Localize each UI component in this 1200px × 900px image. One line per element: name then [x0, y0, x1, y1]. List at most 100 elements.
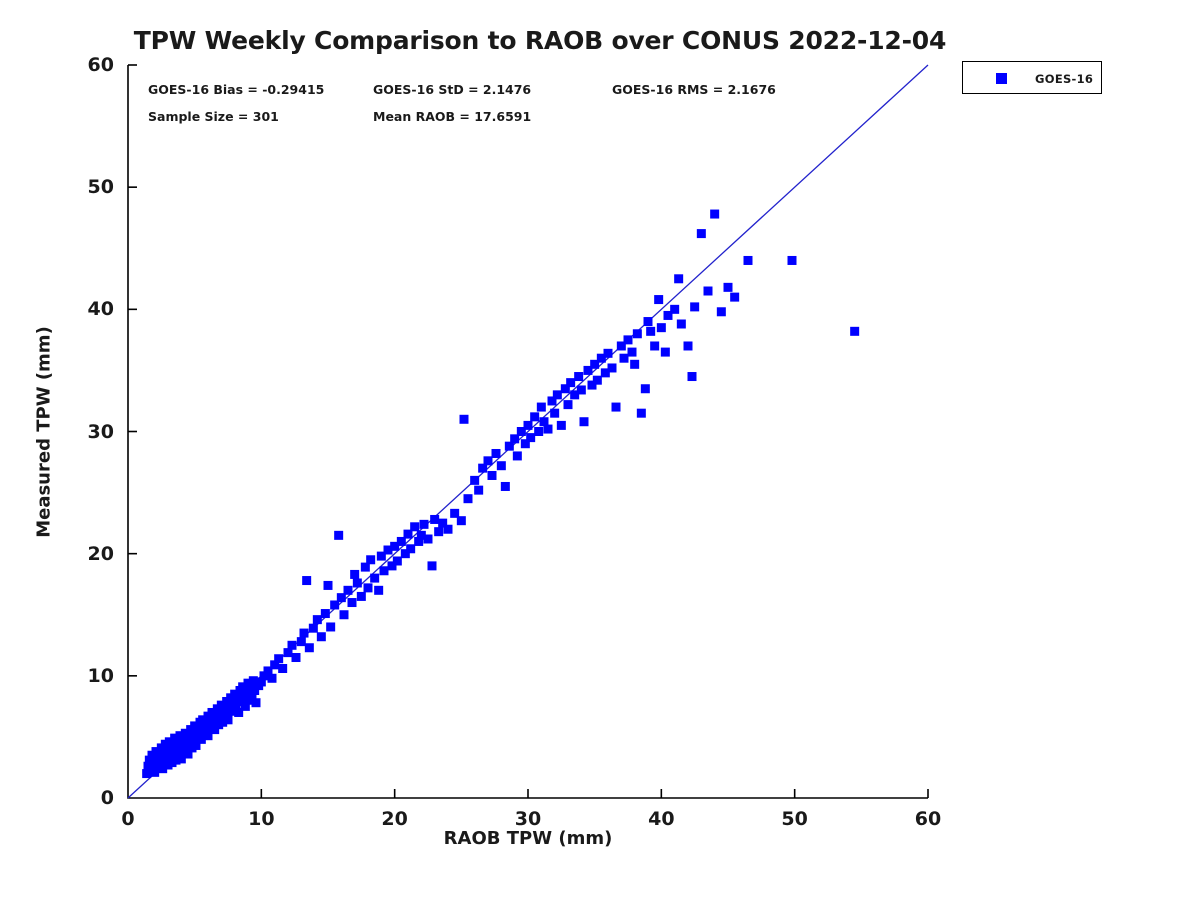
scatter-point: [239, 693, 249, 703]
scatter-point: [450, 508, 460, 518]
scatter-point: [175, 731, 185, 741]
x-axis-title: RAOB TPW (mm): [443, 828, 613, 849]
scatter-point: [636, 408, 646, 418]
stat-sample_size: Sample Size = 301: [148, 109, 279, 124]
x-tick-label-60: 60: [914, 808, 942, 830]
scatter-point: [438, 518, 448, 528]
stat-bias: GOES-16 Bias = -0.29415: [148, 82, 325, 97]
scatter-point: [156, 756, 166, 766]
scatter-point: [278, 664, 288, 674]
scatter-point: [198, 715, 208, 725]
scatter-point: [616, 341, 626, 351]
scatter-point: [216, 700, 226, 710]
scatter-point: [267, 673, 277, 683]
scatter-point: [360, 562, 370, 572]
scatter-point: [723, 282, 733, 292]
scatter-point: [396, 536, 406, 546]
scatter-point: [210, 725, 220, 735]
scatter-point: [710, 209, 720, 219]
x-tick-label-30: 30: [514, 808, 542, 830]
scatter-point: [504, 441, 514, 451]
scatter-point: [632, 329, 642, 339]
scatter-point: [392, 556, 402, 566]
legend-label-goes-16: GOES-16: [1035, 72, 1094, 86]
scatter-point: [552, 390, 562, 400]
scatter-point: [387, 561, 397, 571]
scatter-point: [474, 485, 484, 495]
scatter-point: [566, 378, 576, 388]
scatter-point: [478, 463, 488, 473]
chart-title: TPW Weekly Comparison to RAOB over CONUS…: [133, 26, 947, 55]
scatter-point: [703, 286, 713, 296]
scatter-point: [716, 307, 726, 317]
scatter-point: [234, 707, 244, 717]
scatter-point: [259, 671, 269, 681]
legend-marker-goes-16: [996, 73, 1007, 84]
scatter-point: [579, 417, 589, 427]
scatter-point: [304, 643, 314, 653]
scatter-point: [374, 585, 384, 595]
scatter-point: [583, 365, 593, 375]
scatter-point: [696, 229, 706, 239]
scatter-point: [683, 341, 693, 351]
scatter-point: [650, 341, 660, 351]
scatter-point: [400, 549, 410, 559]
scatter-point: [500, 481, 510, 491]
scatter-point: [430, 514, 440, 524]
scatter-point: [539, 417, 549, 427]
scatter-point: [656, 323, 666, 333]
scatter-point: [163, 745, 173, 755]
scatter-point: [687, 372, 697, 382]
scatter-point: [347, 598, 357, 608]
stat-mean_raob: Mean RAOB = 17.6591: [373, 109, 532, 124]
scatter-point: [560, 384, 570, 394]
scatter-point: [330, 600, 340, 610]
scatter-point: [534, 427, 544, 436]
y-tick-label-20: 20: [87, 542, 114, 565]
scatter-point: [291, 653, 301, 663]
y-tick-label-0: 0: [100, 787, 114, 809]
scatter-point: [512, 451, 522, 461]
scatter-point: [243, 678, 253, 688]
scatter-point: [611, 402, 621, 412]
scatter-point: [240, 701, 250, 711]
x-tick-label-0: 0: [121, 808, 135, 830]
scatter-point: [166, 753, 176, 763]
scatter-point: [218, 717, 228, 727]
x-tick-label-10: 10: [248, 808, 275, 830]
scatter-point: [283, 648, 293, 658]
scatter-point: [403, 529, 413, 539]
chart-legend[interactable]: GOES-16: [962, 61, 1102, 94]
scatter-point: [491, 448, 501, 458]
scatter-point: [434, 527, 444, 537]
scatter-point: [190, 721, 200, 731]
scatter-point: [563, 400, 573, 410]
scatter-point: [299, 628, 309, 638]
stat-rms: GOES-16 RMS = 2.1676: [612, 82, 776, 97]
scatter-point: [176, 754, 186, 764]
scatter-point: [164, 737, 174, 747]
y-tick-label-30: 30: [87, 420, 114, 443]
scatter-point: [427, 561, 437, 571]
scatter-point: [443, 524, 453, 534]
scatter-point: [150, 767, 160, 777]
scatter-point: [643, 317, 653, 327]
scatter-point: [339, 610, 349, 620]
scatter-point: [248, 676, 258, 686]
axis-ticks: [128, 186, 796, 798]
y-tick-label-60: 60: [87, 54, 114, 76]
scatter-point: [456, 516, 466, 526]
scatter-point: [423, 534, 433, 544]
scatter-point: [690, 302, 700, 312]
scatter-point: [743, 255, 753, 265]
scatter-point: [607, 363, 617, 373]
scatter-point: [270, 660, 280, 670]
scatter-point: [520, 439, 530, 449]
scatter-point: [730, 292, 740, 302]
scatter-point: [574, 372, 584, 382]
scatter-point: [287, 640, 297, 650]
x-tick-label-50: 50: [781, 808, 808, 830]
scatter-point: [231, 700, 241, 710]
scatter-point: [419, 519, 429, 529]
